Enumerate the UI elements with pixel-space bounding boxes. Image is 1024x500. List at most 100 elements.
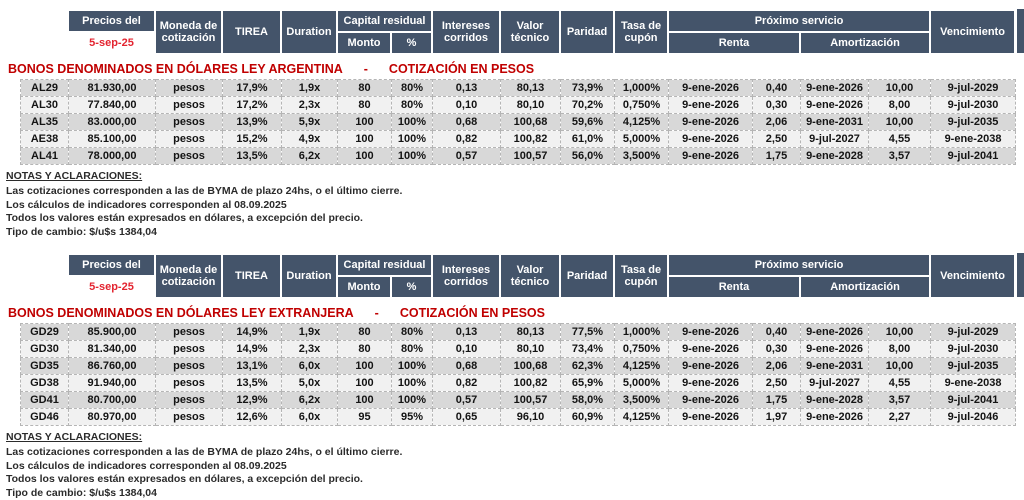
paridad-cell: 65,9%: [560, 374, 615, 392]
renta-monto-cell: 2,50: [752, 374, 801, 392]
duration-cell: 6,0x: [281, 408, 338, 426]
col-header-precios-del: Precios del: [67, 253, 156, 277]
renta-fecha-cell: 9-ene-2026: [668, 79, 753, 97]
capital-pct-cell: 100%: [391, 374, 433, 392]
tasa-cupon-cell: 4,125%: [614, 408, 669, 426]
col-header-pct: %: [389, 275, 434, 299]
renta-fecha-cell: 9-ene-2026: [668, 113, 753, 131]
col-header-precios-del: Precios del: [67, 9, 156, 33]
ticker-cell: AL29: [20, 79, 69, 97]
section-title-text: BONOS DENOMINADOS EN DÓLARES LEY ARGENTI…: [8, 62, 343, 76]
col-header-intereses-corridos: Intereses corridos: [431, 9, 502, 55]
paridad-cell: 61,0%: [560, 130, 615, 148]
column-header-table: Precios del Moneda de cotización TIREA D…: [20, 9, 1017, 55]
vencimiento-cell: 9-jul-2029: [930, 79, 1016, 97]
amortizacion-monto-cell: 3,57: [868, 147, 931, 165]
col-header-amortizacion: Amortización: [799, 31, 932, 55]
intereses-corridos-cell: 0,68: [432, 113, 501, 131]
vencimiento-cell: 9-jul-2046: [930, 408, 1016, 426]
precio-cell: 86.760,00: [68, 357, 156, 375]
renta-monto-cell: 2,50: [752, 130, 801, 148]
renta-fecha-cell: 9-ene-2026: [668, 323, 753, 341]
paridad-cell: 70,2%: [560, 96, 615, 114]
intereses-corridos-cell: 0,82: [432, 130, 501, 148]
valor-tecnico-cell: 80,10: [500, 96, 561, 114]
col-header-monto: Monto: [336, 31, 392, 55]
tirea-cell: 17,2%: [222, 96, 282, 114]
moneda-cell: pesos: [155, 113, 223, 131]
bonds-table-ley-extranjera: GD29 85.900,00 pesos 14,9% 1,9x 80 80% 0,13 80,1…: [20, 323, 1016, 426]
tirea-cell: 13,5%: [222, 147, 282, 165]
precio-cell: 81.930,00: [68, 79, 156, 97]
precio-cell: 91.940,00: [68, 374, 156, 392]
intereses-corridos-cell: 0,65: [432, 408, 501, 426]
renta-fecha-cell: 9-ene-2026: [668, 340, 753, 358]
col-header-renta: Renta: [667, 275, 802, 299]
capital-monto-cell: 80: [337, 96, 392, 114]
capital-monto-cell: 80: [337, 323, 392, 341]
bond-table-row: GD38 91.940,00 pesos 13,5% 5,0x 100 100% 0,82 10…: [20, 374, 1016, 392]
ticker-cell: GD29: [20, 323, 69, 341]
renta-fecha-cell: 9-ene-2026: [668, 391, 753, 409]
duration-cell: 5,9x: [281, 113, 338, 131]
renta-fecha-cell: 9-ene-2026: [668, 374, 753, 392]
intereses-corridos-cell: 0,13: [432, 323, 501, 341]
amortizacion-fecha-cell: 9-ene-2031: [800, 113, 869, 131]
paridad-cell: 60,9%: [560, 408, 615, 426]
tasa-cupon-cell: 1,000%: [614, 323, 669, 341]
moneda-cell: pesos: [155, 340, 223, 358]
notes-heading: NOTAS Y ACLARACIONES:: [6, 431, 143, 443]
moneda-cell: pesos: [155, 357, 223, 375]
section-subtitle-text: COTIZACIÓN EN PESOS: [399, 306, 545, 320]
intereses-corridos-cell: 0,10: [432, 96, 501, 114]
duration-cell: 1,9x: [281, 79, 338, 97]
bond-table-row: GD46 80.970,00 pesos 12,6% 6,0x 95 95% 0,65 96,1…: [20, 408, 1016, 426]
col-header-moneda: Moneda de cotización: [154, 253, 223, 299]
bond-table-row: AL41 78.000,00 pesos 13,5% 6,2x 100 100% 0,57 10…: [20, 147, 1016, 165]
precio-cell: 85.900,00: [68, 323, 156, 341]
amortizacion-monto-cell: 8,00: [868, 340, 931, 358]
col-header-duration: Duration: [280, 253, 338, 299]
col-header-duration: Duration: [280, 9, 338, 55]
tasa-cupon-cell: 1,000%: [614, 79, 669, 97]
precio-cell: 83.000,00: [68, 113, 156, 131]
renta-monto-cell: 0,40: [752, 79, 801, 97]
moneda-cell: pesos: [155, 147, 223, 165]
renta-monto-cell: 2,06: [752, 357, 801, 375]
section-title-text: BONOS DENOMINADOS EN DÓLARES LEY EXTRANJ…: [8, 306, 354, 320]
note-line: Las cotizaciones corresponden a las de B…: [6, 185, 403, 197]
amortizacion-monto-cell: 8,00: [868, 96, 931, 114]
valor-tecnico-cell: 100,68: [500, 357, 561, 375]
tasa-cupon-cell: 0,750%: [614, 340, 669, 358]
note-line: Todos los valores están expresados en dó…: [6, 212, 363, 224]
section-subtitle-text: COTIZACIÓN EN PESOS: [388, 62, 535, 76]
amortizacion-monto-cell: 4,55: [868, 374, 931, 392]
tirea-cell: 17,9%: [222, 79, 282, 97]
intereses-corridos-cell: 0,68: [432, 357, 501, 375]
tirea-cell: 12,9%: [222, 391, 282, 409]
precio-cell: 85.100,00: [68, 130, 156, 148]
tirea-cell: 14,9%: [222, 323, 282, 341]
bond-table-row: GD29 85.900,00 pesos 14,9% 1,9x 80 80% 0,13 80,1…: [20, 323, 1016, 341]
moneda-cell: pesos: [155, 96, 223, 114]
tirea-cell: 13,9%: [222, 113, 282, 131]
col-header-pct: %: [389, 31, 434, 55]
notes-section: NOTAS Y ACLARACIONES: Las cotizaciones c…: [6, 431, 1022, 499]
ticker-cell: GD30: [20, 340, 69, 358]
valor-tecnico-cell: 100,57: [500, 391, 561, 409]
capital-monto-cell: 100: [337, 374, 392, 392]
amortizacion-fecha-cell: 9-ene-2028: [800, 147, 869, 165]
precio-cell: 80.700,00: [68, 391, 156, 409]
intereses-corridos-cell: 0,13: [432, 79, 501, 97]
bond-table-row: GD41 80.700,00 pesos 12,9% 6,2x 100 100% 0,57 10…: [20, 391, 1016, 409]
duration-cell: 4,9x: [281, 130, 338, 148]
amortizacion-monto-cell: 10,00: [868, 357, 931, 375]
tasa-cupon-cell: 0,750%: [614, 96, 669, 114]
bond-table-row: AL29 81.930,00 pesos 17,9% 1,9x 80 80% 0,13 80,1…: [20, 79, 1016, 97]
col-header-vencimiento: Vencimiento: [929, 253, 1017, 299]
renta-fecha-cell: 9-ene-2026: [668, 408, 753, 426]
capital-monto-cell: 100: [337, 113, 392, 131]
column-header-table: Precios del Moneda de cotización TIREA D…: [20, 253, 1017, 299]
tirea-cell: 12,6%: [222, 408, 282, 426]
renta-monto-cell: 0,40: [752, 323, 801, 341]
